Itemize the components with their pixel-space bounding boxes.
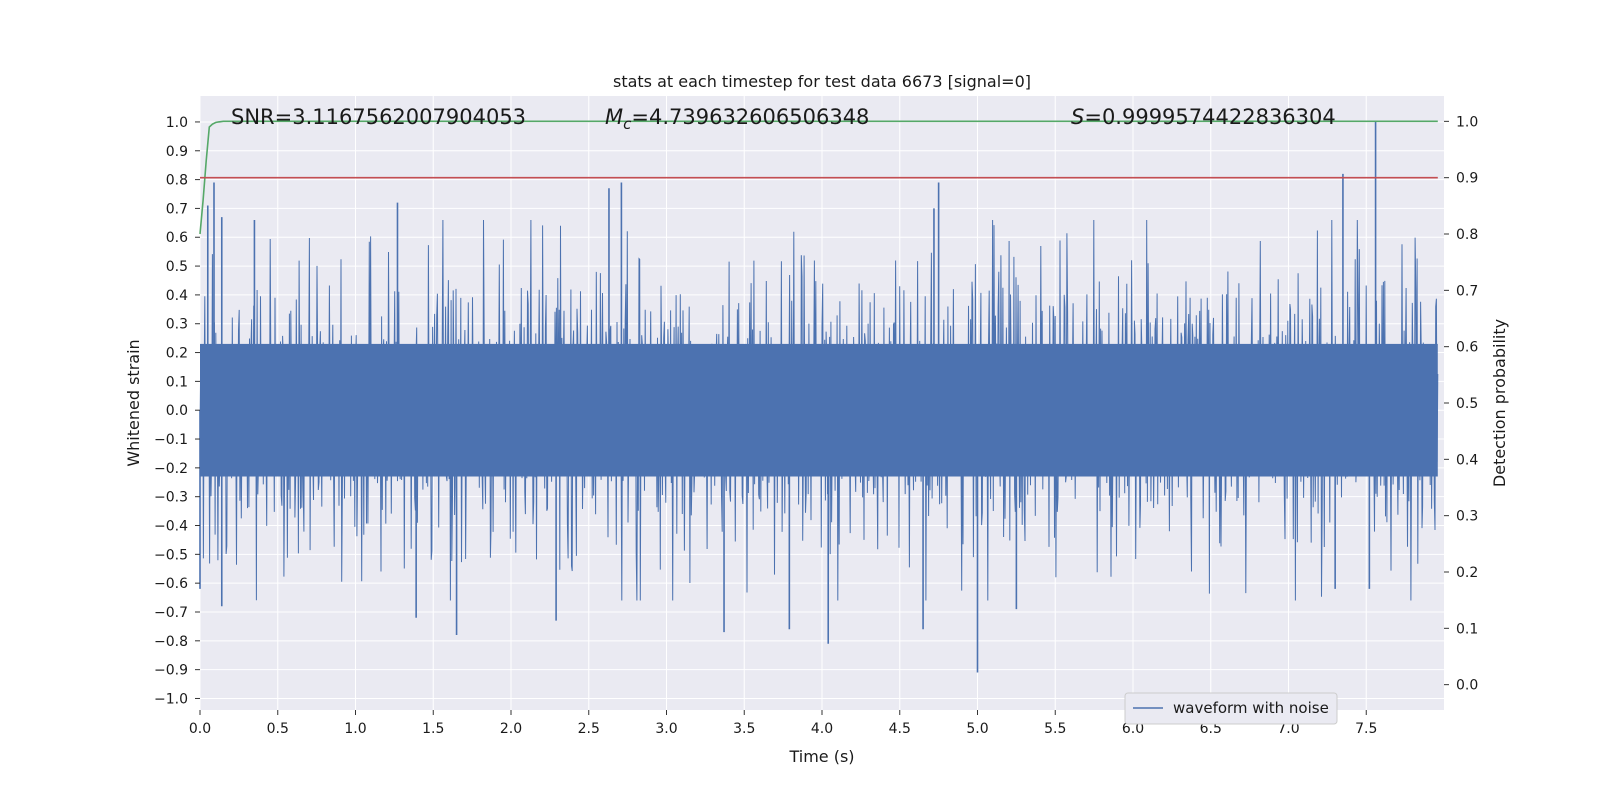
y-right-tick-label: 0.5	[1456, 396, 1478, 412]
y-left-tick-label: −0.2	[154, 461, 188, 477]
y-right-tick-label: 0.4	[1456, 452, 1478, 468]
x-tick-label: 6.0	[1122, 721, 1144, 737]
x-tick-label: 1.5	[422, 721, 444, 737]
y-left-tick-label: −0.3	[154, 490, 188, 506]
y-left-tick-label: 0.5	[166, 259, 188, 275]
y-left-tick-label: 0.6	[166, 230, 188, 246]
x-tick-label: 3.5	[733, 721, 755, 737]
s-annotation: S=0.9999574422836304	[1071, 105, 1336, 129]
y-right-tick-label: 0.1	[1456, 621, 1478, 637]
y-left-tick-label: 0.1	[166, 374, 188, 390]
chart-title: stats at each timestep for test data 667…	[613, 72, 1031, 91]
x-tick-label: 0.0	[189, 721, 211, 737]
y-left-tick-label: −0.5	[154, 547, 188, 563]
y-left-tick-label: 0.4	[166, 288, 188, 304]
y-right-tick-label: 0.7	[1456, 283, 1478, 299]
y-left-tick-label: 0.3	[166, 317, 188, 333]
y-left-tick-label: 0.0	[166, 403, 188, 419]
x-tick-label: 0.5	[267, 721, 289, 737]
x-tick-label: 3.0	[655, 721, 677, 737]
legend-label: waveform with noise	[1173, 699, 1329, 717]
y-right-tick-label: 0.3	[1456, 509, 1478, 525]
x-tick-label: 6.5	[1200, 721, 1222, 737]
y-left-tick-label: −1.0	[154, 691, 188, 707]
y-left-tick-label: −0.6	[154, 576, 188, 592]
probability-series	[199, 120, 1438, 235]
y-left-tick-label: 0.8	[166, 173, 188, 189]
y-right-tick-label: 0.0	[1456, 678, 1478, 694]
y-left-tick-label: 0.7	[166, 201, 188, 217]
y-left-tick-label: −0.7	[154, 605, 188, 621]
legend-box	[1124, 692, 1338, 725]
x-tick-label: 2.5	[578, 721, 600, 737]
x-tick-label: 2.0	[500, 721, 522, 737]
y-left-tick-label: 1.0	[166, 115, 188, 131]
y-right-tick-label: 0.8	[1456, 227, 1478, 243]
y-axis-label-right: Detection probability	[1490, 319, 1509, 487]
y-right-tick-label: 0.9	[1456, 171, 1478, 187]
waveform-series	[199, 121, 1439, 673]
x-tick-label: 4.0	[811, 721, 833, 737]
detection-probability-line	[199, 120, 1438, 235]
y-right-tick-label: 1.0	[1456, 114, 1478, 130]
y-left-tick-label: −0.9	[154, 663, 188, 679]
snr-annotation: SNR=3.1167562007904053	[231, 105, 526, 129]
waveform-core	[200, 343, 1438, 477]
x-tick-label: 1.0	[344, 721, 366, 737]
legend: waveform with noise	[1124, 692, 1338, 725]
x-tick-label: 5.5	[1044, 721, 1066, 737]
x-tick-label: 7.5	[1355, 721, 1377, 737]
y-left-tick-label: −0.8	[154, 634, 188, 650]
y-right-tick-label: 0.2	[1456, 565, 1478, 581]
x-tick-label: 5.0	[966, 721, 988, 737]
chirp-mass-annotation: Mc=4.739632606506348	[605, 105, 869, 133]
y-axis-label-left: Whitened strain	[124, 339, 143, 466]
y-left-tick-label: −0.4	[154, 519, 188, 535]
x-tick-label: 4.5	[889, 721, 911, 737]
ticks: 0.0 0.5 1.0 1.5 2.0 2.5 3.0 3.5 4.0 4.5 5.0 5.5 6.0 6…	[154, 114, 1478, 737]
y-left-tick-label: −0.1	[154, 432, 188, 448]
y-left-tick-label: 0.9	[166, 144, 188, 160]
y-right-tick-label: 0.6	[1456, 340, 1478, 356]
x-axis-label: Time (s)	[788, 747, 854, 766]
x-tick-label: 7.0	[1277, 721, 1299, 737]
y-left-tick-label: 0.2	[166, 346, 188, 362]
